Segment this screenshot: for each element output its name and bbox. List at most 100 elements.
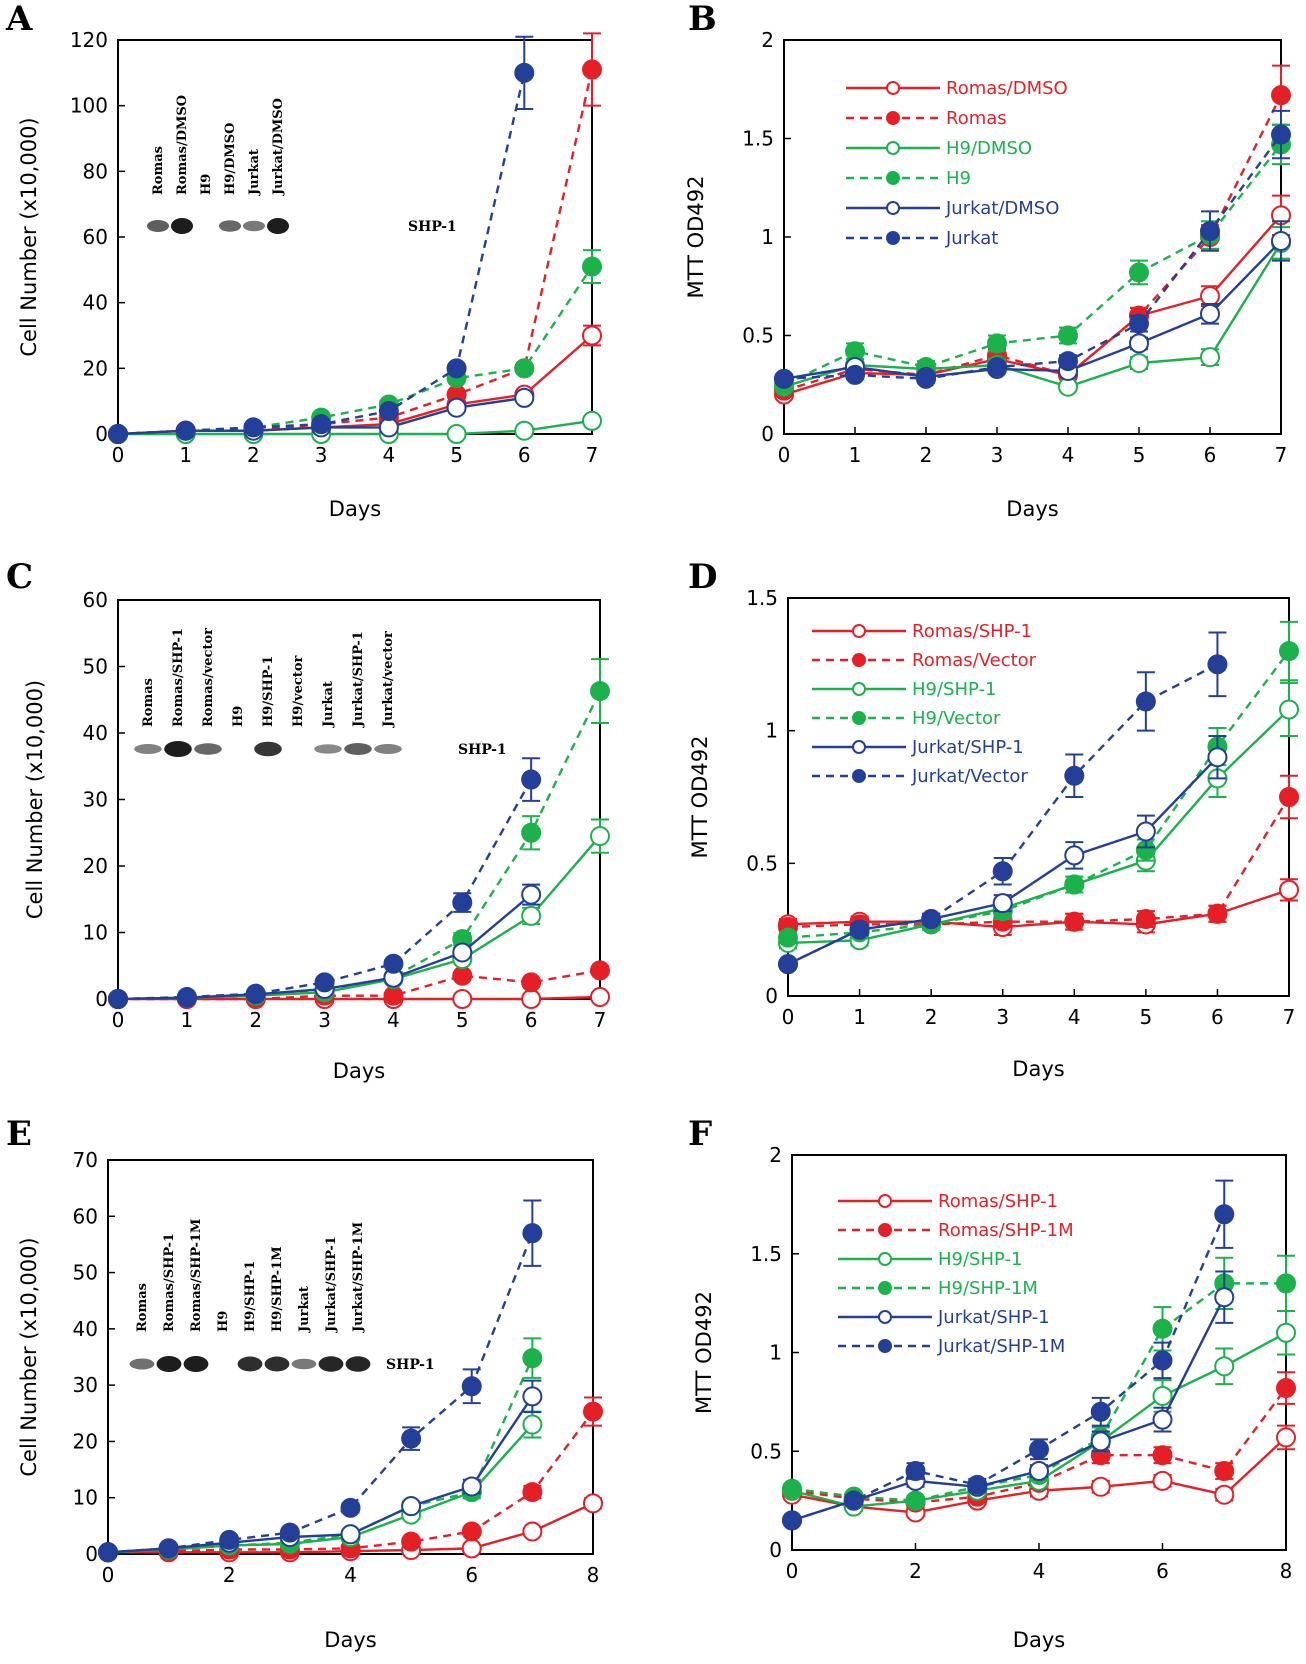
- series-jurkat: [774, 109, 1291, 389]
- y-tick-label: 60: [83, 588, 108, 612]
- panel-letter: B: [688, 0, 717, 39]
- data-point: [1207, 654, 1228, 675]
- y-tick-label: 1.5: [742, 127, 774, 151]
- legend-marker: [886, 111, 900, 125]
- blot-lane-label: H9/SHP-1: [243, 1261, 258, 1332]
- data-point: [782, 1510, 802, 1531]
- blot-band: [156, 1356, 182, 1372]
- data-point: [1064, 765, 1085, 786]
- data-point: [514, 387, 535, 408]
- y-axis-title: MTT OD492: [684, 176, 708, 299]
- y-tick-label: 10: [73, 1486, 98, 1510]
- blot-band: [264, 1356, 290, 1372]
- x-tick-label: 0: [778, 443, 791, 467]
- blot-lane-label: Jurkat/SHP-1M: [351, 1222, 366, 1333]
- blot-band: [134, 744, 162, 754]
- x-tick-label: 6: [1211, 1005, 1224, 1029]
- data-point: [383, 985, 404, 1006]
- panel-letter: D: [688, 557, 717, 597]
- x-tick-label: 1: [179, 443, 192, 467]
- data-point: [582, 256, 602, 277]
- legend-marker: [878, 1252, 892, 1266]
- data-point: [1271, 230, 1291, 251]
- y-axis-title: Cell Number (x10,000): [17, 1237, 41, 1476]
- data-point: [1152, 1318, 1173, 1339]
- series-line: [118, 419, 593, 436]
- data-point: [108, 989, 128, 1009]
- legend-label: Romas: [946, 108, 1007, 129]
- y-tick-label: 60: [73, 1204, 98, 1228]
- y-tick-label: 30: [73, 1373, 98, 1397]
- x-tick-label: 2: [223, 1563, 236, 1587]
- data-point: [1276, 1378, 1296, 1399]
- data-point: [452, 965, 473, 986]
- legend-label: Jurkat: [945, 228, 998, 249]
- blot-lane-label: Romas/DMSO: [175, 95, 190, 195]
- data-point: [1152, 1385, 1173, 1406]
- x-tick-label: 6: [1204, 443, 1217, 467]
- data-point: [522, 1414, 543, 1435]
- data-point: [522, 1482, 543, 1503]
- data-point: [98, 1542, 118, 1563]
- y-tick-label: 40: [73, 1317, 98, 1341]
- data-point: [514, 358, 535, 379]
- y-tick-label: 0.5: [746, 851, 778, 875]
- legend-marker: [886, 141, 900, 155]
- data-point: [774, 368, 794, 389]
- plot-area: [107, 1159, 594, 1555]
- series-line: [107, 1357, 534, 1554]
- blot-band: [345, 1356, 371, 1372]
- y-tick-label: 1: [765, 719, 778, 743]
- data-point: [590, 960, 610, 981]
- western-blot-inset: Romas Romas/DMSO H9 H9/DMSO Jurkat Jurkat/DMS…: [146, 95, 457, 235]
- y-tick-label: 70: [73, 1148, 98, 1172]
- data-point: [1200, 347, 1220, 368]
- blot-lane-label: Romas/SHP-1: [171, 628, 186, 727]
- x-tick-label: 1: [853, 1005, 866, 1029]
- legend-marker: [886, 231, 900, 245]
- blot-band: [291, 1358, 317, 1370]
- blot-protein-label: SHP-1: [458, 742, 507, 758]
- panel-letter: C: [6, 557, 33, 597]
- blot-band: [170, 218, 194, 234]
- series-line: [118, 995, 601, 1001]
- x-tick-label: 2: [247, 443, 260, 467]
- data-point: [1200, 221, 1220, 242]
- data-point: [1064, 911, 1085, 932]
- western-blot-inset: Romas Romas/SHP-1 Romas/SHP-1M H9 H9/SHP-1 H9…: [129, 1219, 435, 1373]
- x-tick-label: 0: [782, 1005, 795, 1029]
- legend-marker: [878, 1223, 892, 1237]
- data-point: [514, 420, 535, 441]
- blot-lane-label: Romas/SHP-1M: [189, 1219, 204, 1332]
- x-axis-title: Days: [329, 497, 381, 521]
- x-tick-label: 2: [925, 1005, 938, 1029]
- blot-band: [344, 743, 372, 755]
- blot-band: [242, 220, 266, 232]
- blot-lane-label: Jurkat/DMSO: [271, 98, 286, 196]
- data-point: [452, 942, 473, 963]
- data-point: [590, 987, 610, 1008]
- data-point: [1214, 1287, 1235, 1308]
- data-point: [1276, 1322, 1296, 1343]
- data-point: [340, 1524, 361, 1545]
- x-tick-label: 8: [587, 1563, 600, 1587]
- x-tick-label: 0: [102, 1563, 115, 1587]
- legend: Romas/SHP-1 Romas/Vector H9/SHP-1 H9/Vector…: [812, 621, 1037, 787]
- data-point: [314, 972, 335, 993]
- data-point: [1129, 333, 1149, 354]
- x-tick-label: 1: [849, 443, 862, 467]
- data-point: [582, 325, 602, 346]
- legend-label: Jurkat/SHP-1: [911, 737, 1024, 758]
- blot-lane-label: H9: [199, 174, 214, 195]
- data-point: [782, 1478, 802, 1499]
- y-tick-label: 1.5: [750, 1242, 782, 1266]
- data-point: [243, 417, 264, 438]
- data-point: [778, 927, 798, 948]
- y-axis-title: Cell Number (x10,000): [23, 680, 47, 919]
- y-axis-title: Cell Number (x10,000): [17, 117, 41, 356]
- data-point: [1279, 787, 1299, 807]
- blot-lane-label: Jurkat: [247, 149, 262, 196]
- legend-marker: [852, 682, 866, 696]
